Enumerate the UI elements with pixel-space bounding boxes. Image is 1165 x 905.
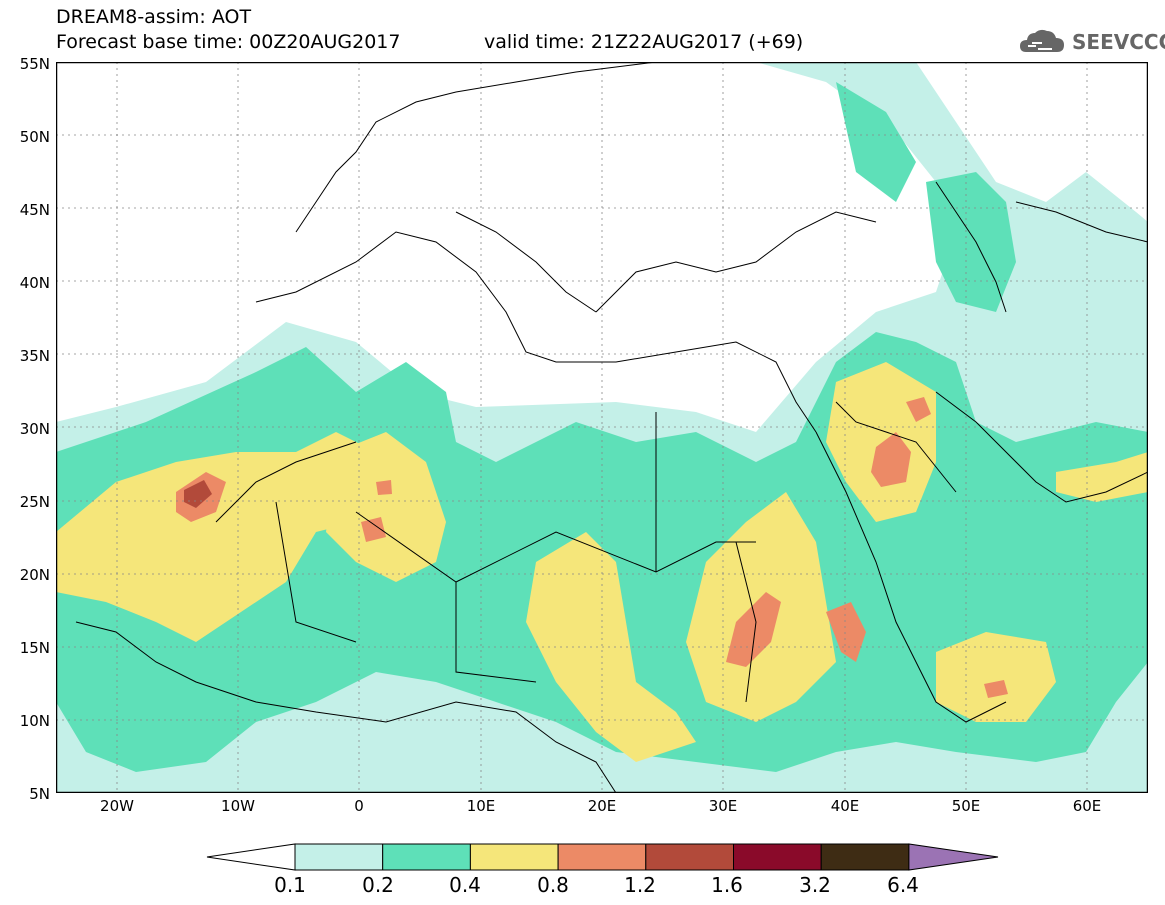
lon-label: 60E xyxy=(1072,797,1102,815)
colorbar-label: 6.4 xyxy=(887,873,919,897)
lat-label: 45N xyxy=(19,201,50,219)
lat-label: 5N xyxy=(29,785,50,803)
colorbar-label: 3.2 xyxy=(799,873,831,897)
lon-label: 10W xyxy=(221,797,255,815)
colorbar-label: 0.1 xyxy=(274,873,306,897)
lat-label: 40N xyxy=(19,274,50,292)
lat-label: 35N xyxy=(19,347,50,365)
colorbar-swatch xyxy=(382,843,471,871)
aot-map xyxy=(56,62,1148,793)
lon-label: 50E xyxy=(951,797,981,815)
valid-time: valid time: 21Z22AUG2017 (+69) xyxy=(484,31,804,53)
colorbar-label: 0.2 xyxy=(362,873,394,897)
colorbar-swatch xyxy=(733,843,822,871)
lat-label: 30N xyxy=(19,420,50,438)
colorbar-swatch xyxy=(645,843,734,871)
colorbar-label: 0.4 xyxy=(449,873,481,897)
colorbar-arrow-high xyxy=(908,843,999,871)
colorbar-swatch xyxy=(294,843,384,871)
graticule xyxy=(56,62,1148,793)
lat-label: 50N xyxy=(19,128,50,146)
logo-text: SEEVCCC xyxy=(1072,30,1165,54)
coastlines-and-borders xyxy=(75,62,1148,793)
colorbar-label: 1.6 xyxy=(711,873,743,897)
lat-label: 20N xyxy=(19,566,50,584)
lon-label: 0 xyxy=(354,797,364,815)
lon-label: 30E xyxy=(708,797,738,815)
lat-label: 55N xyxy=(19,55,50,73)
colorbar xyxy=(206,843,999,871)
lat-label: 15N xyxy=(19,639,50,657)
colorbar-swatch xyxy=(820,843,910,871)
map-title: DREAM8-assim: AOT xyxy=(56,6,252,28)
lon-label: 10E xyxy=(466,797,496,815)
colorbar-swatch xyxy=(469,843,559,871)
forecast-base-time: Forecast base time: 00Z20AUG2017 xyxy=(56,31,401,53)
cloud-icon xyxy=(1020,29,1064,52)
lon-label: 20E xyxy=(587,797,617,815)
colorbar-swatch xyxy=(557,843,647,871)
aot-shading xyxy=(56,62,1148,793)
colorbar-label: 0.8 xyxy=(537,873,569,897)
colorbar-label: 1.2 xyxy=(624,873,656,897)
lon-label: 20W xyxy=(100,797,134,815)
lon-label: 40E xyxy=(830,797,860,815)
colorbar-arrow-low xyxy=(206,843,296,871)
lat-label: 25N xyxy=(19,493,50,511)
lat-label: 10N xyxy=(19,712,50,730)
